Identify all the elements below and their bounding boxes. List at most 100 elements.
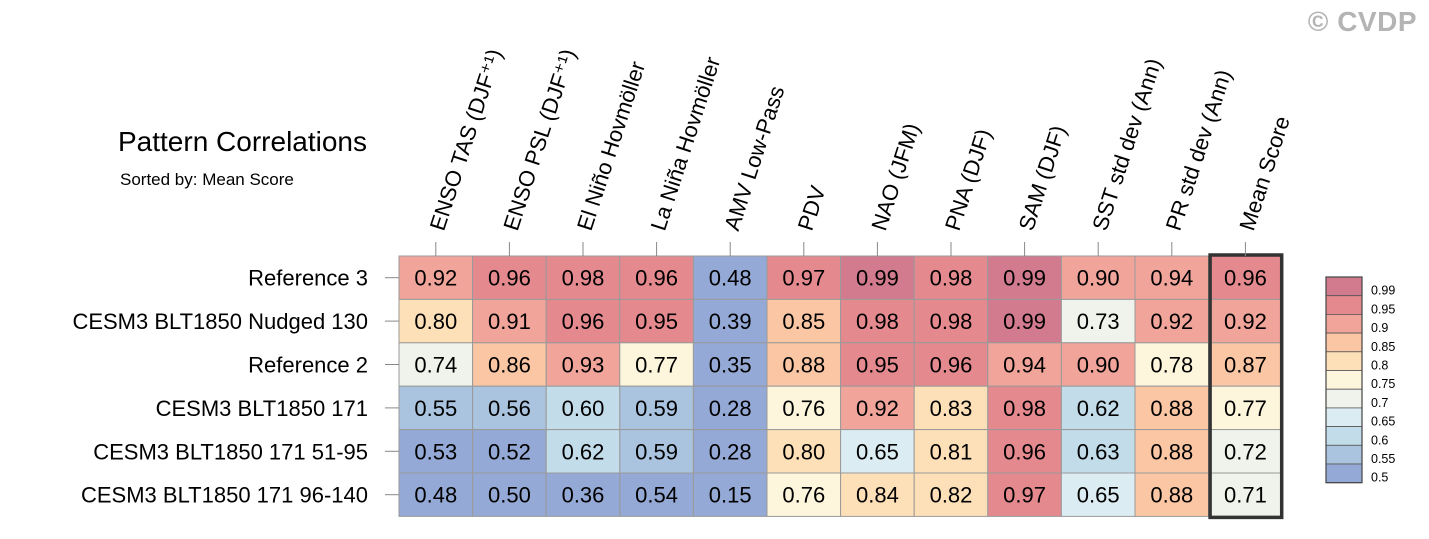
cell-value-label: 0.80	[414, 309, 457, 334]
cell-value-label: 0.97	[1003, 483, 1046, 508]
cell-value-label: 0.48	[414, 483, 457, 508]
cell-value-label: 0.35	[709, 353, 752, 378]
row-label: CESM3 BLT1850 171	[156, 396, 368, 421]
cell-value-label: 0.90	[1077, 353, 1120, 378]
colorbar-frame	[1325, 276, 1363, 484]
cell-value-label: 0.48	[709, 266, 752, 291]
colorbar-tick-label: 0.99	[1371, 284, 1395, 298]
cell-value-label: 0.92	[1224, 309, 1267, 334]
heatmap-cell	[987, 342, 1062, 387]
column-label: AMV Low-Pass	[719, 83, 789, 234]
watermark: © CVDP	[1307, 6, 1417, 37]
cell-value-label: 0.15	[709, 483, 752, 508]
heatmap-cell	[1134, 429, 1210, 474]
cell-value-label: 0.52	[488, 439, 531, 464]
column-label: PR std dev (Ann)	[1161, 67, 1237, 234]
cell-value-label: 0.99	[856, 266, 899, 291]
cell-value-label: 0.88	[782, 353, 825, 378]
heatmap-cell	[398, 385, 474, 431]
cell-value-label: 0.96	[488, 266, 531, 291]
row-label: CESM3 BLT1850 171 96-140	[81, 483, 368, 508]
heatmap-cell	[840, 385, 915, 431]
heatmap-cell	[545, 342, 621, 387]
heatmap-cell	[1208, 255, 1283, 300]
colorbar-tick-label: 0.9	[1371, 321, 1388, 335]
cell-value-label: 0.95	[856, 353, 899, 378]
colorbar-swatch	[1325, 407, 1363, 427]
cell-value-label: 0.96	[562, 309, 605, 334]
cell-value-label: 0.39	[709, 309, 752, 334]
column-label: NAO (JFM)	[866, 120, 924, 233]
cell-value-label: 0.36	[562, 483, 605, 508]
cell-value-label: 0.96	[1003, 439, 1046, 464]
cell-value-label: 0.87	[1224, 353, 1267, 378]
colorbar-tick-label: 0.95	[1371, 302, 1395, 316]
colorbar-swatch	[1325, 444, 1363, 465]
colorbar-swatch	[1325, 426, 1363, 446]
heatmap-cell	[692, 429, 768, 474]
chart-title: Pattern Correlations	[118, 126, 368, 157]
heatmap-cell	[1060, 429, 1136, 474]
cell-value-label: 0.55	[414, 396, 457, 421]
colorbar-swatch	[1325, 313, 1363, 334]
colorbar-tick-label: 0.85	[1371, 340, 1395, 354]
colorbar-tick-label: 0.55	[1371, 452, 1395, 466]
column-label: Mean Score	[1234, 113, 1294, 234]
heatmap-cell	[545, 385, 621, 431]
cell-value-label: 0.96	[930, 353, 973, 378]
colorbar-tick-label: 0.5	[1371, 471, 1388, 485]
cell-value-label: 0.28	[709, 396, 752, 421]
colorbar-tick-label: 0.7	[1371, 396, 1388, 410]
heatmap-cell	[1060, 342, 1136, 387]
column-label: ENSO TAS (DJF⁺¹)	[425, 46, 507, 234]
column-label: La Niña Hovmöller	[646, 54, 726, 234]
heatmap-cell	[766, 385, 842, 431]
cell-value-label: 0.60	[562, 396, 605, 421]
row-label: CESM3 BLT1850 Nudged 130	[72, 309, 368, 334]
heatmap-cell	[1134, 298, 1210, 344]
row-label: Reference 3	[248, 266, 368, 291]
cell-value-label: 0.86	[488, 353, 531, 378]
cell-value-label: 0.94	[1150, 266, 1193, 291]
cell-value-label: 0.80	[782, 439, 825, 464]
heatmap-cell	[398, 472, 474, 517]
cell-value-label: 0.98	[1003, 396, 1046, 421]
cell-value-label: 0.54	[635, 483, 678, 508]
heatmap-cell	[398, 429, 474, 474]
cell-value-label: 0.88	[1150, 439, 1193, 464]
cell-value-label: 0.59	[635, 396, 678, 421]
cell-value-label: 0.96	[635, 266, 678, 291]
heatmap-cell	[987, 298, 1062, 344]
heatmap-cell	[472, 255, 547, 300]
cell-value-label: 0.92	[1150, 309, 1193, 334]
heatmap-cell	[766, 298, 842, 344]
cell-value-label: 0.97	[782, 266, 825, 291]
heatmap-cell	[619, 472, 694, 517]
cell-value-label: 0.88	[1150, 483, 1193, 508]
cell-value-label: 0.63	[1077, 439, 1120, 464]
cell-value-label: 0.65	[856, 439, 899, 464]
heatmap-cell	[692, 298, 768, 344]
cell-value-label: 0.96	[1224, 266, 1267, 291]
cell-value-label: 0.90	[1077, 266, 1120, 291]
cell-value-label: 0.83	[930, 396, 973, 421]
heatmap-cell	[766, 472, 842, 517]
heatmap-cell	[913, 472, 989, 517]
cell-value-label: 0.65	[1077, 483, 1120, 508]
colorbar-swatch	[1325, 276, 1363, 297]
cell-value-label: 0.92	[856, 396, 899, 421]
heatmap-cell	[1208, 429, 1283, 474]
heatmap-cell	[1134, 255, 1210, 300]
colorbar-tick-label: 0.6	[1371, 433, 1388, 447]
colorbar-swatch	[1325, 388, 1363, 409]
heatmap-cell	[840, 298, 915, 344]
colorbar-swatch	[1325, 351, 1363, 371]
cell-value-label: 0.93	[562, 353, 605, 378]
cell-value-label: 0.77	[635, 353, 678, 378]
cell-value-label: 0.73	[1077, 309, 1120, 334]
cell-value-label: 0.92	[414, 266, 457, 291]
cell-value-label: 0.71	[1224, 483, 1267, 508]
cell-value-label: 0.82	[930, 483, 973, 508]
